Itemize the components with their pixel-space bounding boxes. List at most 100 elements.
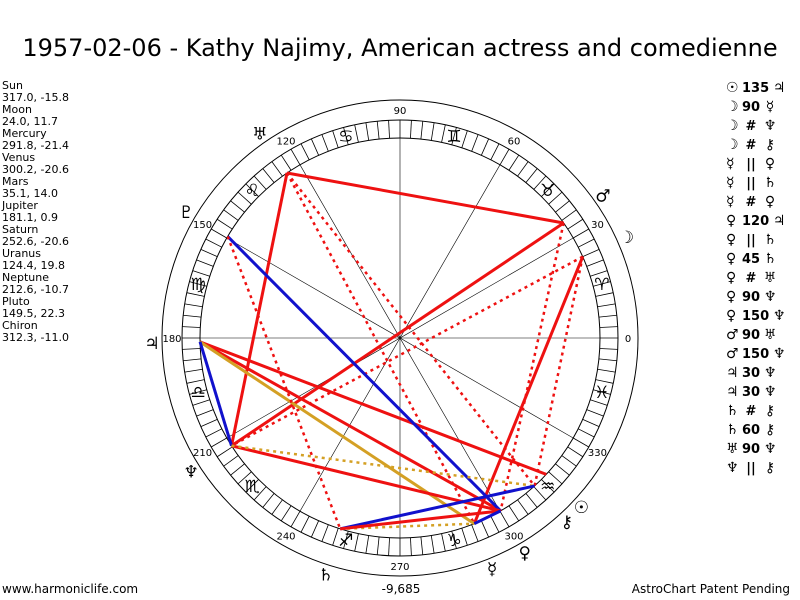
degree-tick [211,228,227,239]
degree-tick [548,191,563,205]
aspect-line [473,509,502,526]
degree-tick [561,455,577,467]
degree-tick [182,348,201,350]
degree-label: 240 [276,531,295,542]
degree-tick [262,168,275,183]
degree-tick [555,200,570,213]
degree-tick [280,505,292,522]
degree-tick [471,134,479,152]
aspect-line [339,484,535,531]
aspect-symbol: || [746,176,756,191]
footer-website: www.harmoniclife.com [2,582,139,596]
aspect-symbol: # [745,138,757,153]
degree-tick [508,505,520,522]
aspect-line [499,222,565,512]
degree-tick [480,520,490,538]
degree-label: 90 [394,106,407,117]
aspect-planet-1: ♀ [726,289,737,305]
degree-tick [280,154,292,171]
aspect-line [230,172,289,447]
zodiac-sign-glyph: ♉ [540,181,555,201]
planet-name-mercury: Mercury [2,127,47,140]
degree-tick [590,399,608,406]
degree-tick [205,238,222,248]
degree-tick [582,418,600,428]
aspect-planet-2: ♆ [763,118,777,134]
aspect-symbol: 30 [742,385,761,400]
planet-name-uranus: Uranus [2,247,41,260]
degree-tick [223,209,239,221]
degree-tick [205,428,222,438]
aspect-symbol: || [746,157,756,172]
aspect-planet-1: ☿ [726,156,735,172]
degree-tick [548,471,563,485]
aspect-planet-1: ☽ [726,137,739,153]
aspect-line [199,340,502,513]
degree-tick [567,218,584,230]
house-spokes [200,138,600,538]
degree-tick [517,499,529,515]
degree-tick [196,409,214,417]
degree-tick [541,479,555,493]
aspect-planet-1: ♀ [726,308,737,324]
neptune-glyph: ♆ [183,463,198,483]
degree-label: 330 [588,448,607,459]
degree-tick [490,516,500,533]
degree-tick [451,531,457,549]
degree-label: 60 [508,137,521,148]
degree-label: 120 [276,137,295,148]
degree-tick [410,537,412,556]
aspect-planet-2: ♄ [763,175,777,191]
degree-tick [237,191,252,205]
aspect-planet-1: ♃ [726,365,739,381]
zodiac-sign-glyph: ♈ [594,275,609,295]
aspect-lines [198,171,585,531]
planet-coords-uranus: 124.4, 19.8 [2,259,65,272]
degree-tick [593,389,611,395]
aspect-symbol: 90 [742,328,761,343]
degree-tick [343,531,349,549]
zodiac-sign-glyph: ♑ [446,531,461,551]
aspect-planet-2: ♃ [772,80,786,96]
degree-label: 180 [162,334,181,345]
aspect-line [199,340,547,476]
aspect-planet-1: ☿ [726,175,735,191]
degree-tick [598,314,617,318]
degree-tick [216,446,233,458]
degree-tick [599,348,618,350]
degree-tick [184,368,203,373]
aspect-planet-1: ☿ [726,194,735,210]
aspect-symbol: # [745,271,757,286]
aspect-row: ♀ 90 ♆ [726,288,800,307]
degree-tick [451,127,457,145]
aspect-planet-2: ♆ [763,441,777,457]
zodiac-sign-glyph: ♋ [338,127,353,147]
degree-tick [597,368,616,373]
degree-tick [253,175,267,190]
degree-tick [420,536,424,555]
aspect-symbol: 135 [742,81,770,96]
degree-tick [567,446,584,458]
degree-tick [471,524,479,542]
jupiter-glyph: ♃ [144,334,159,354]
aspect-planet-1: ♀ [726,213,737,229]
degree-tick [310,520,320,538]
aspect-planet-1: ♀ [726,232,737,248]
degree-tick [461,528,468,546]
aspect-row: ♅ 90 ♆ [726,440,800,459]
planet-coords-mars: 35.1, 14.0 [2,187,58,200]
chiron-glyph: ⚷ [561,512,573,532]
planet-coords-moon: 24.0, 11.7 [2,115,58,128]
uranus-glyph: ♅ [252,124,267,144]
degree-tick [597,303,616,308]
degree-tick [441,533,446,552]
degree-tick [230,200,245,213]
degree-tick [184,303,203,308]
aspect-line [231,444,535,488]
aspect-row: ☿ || ♀ [726,155,800,174]
degree-tick [182,326,201,328]
aspect-planet-1: ♅ [726,441,739,457]
degree-tick [230,463,245,476]
planet-name-chiron: Chiron [2,319,38,332]
saturn-glyph: ♄ [318,566,333,586]
